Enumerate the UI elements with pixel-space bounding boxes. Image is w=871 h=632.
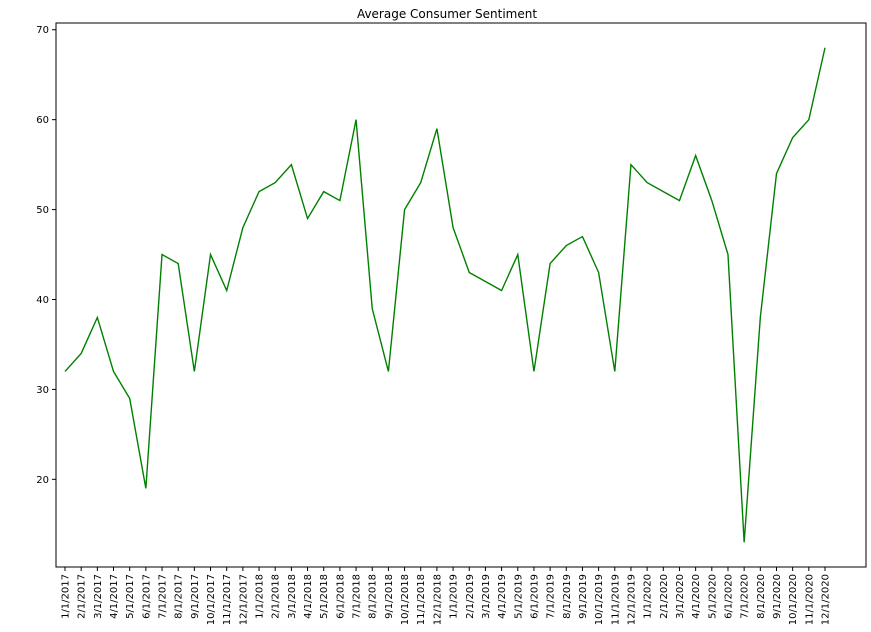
- x-tick-label: 3/1/2019: [481, 574, 492, 619]
- x-tick-label: 5/1/2018: [319, 574, 330, 619]
- series-layer: [64, 47, 826, 543]
- x-tick-label: 2/1/2018: [271, 574, 282, 619]
- x-tick-label: 12/1/2018: [432, 574, 443, 625]
- y-tick-label: 60: [36, 115, 49, 126]
- x-tick-label: 8/1/2020: [756, 574, 767, 619]
- x-tick-label: 10/1/2017: [206, 574, 217, 625]
- x-tick-label: 11/1/2017: [222, 574, 233, 625]
- x-tick-label: 3/1/2017: [93, 574, 104, 619]
- y-tick-label: 20: [36, 475, 49, 486]
- x-tick-label: 5/1/2017: [125, 574, 136, 619]
- x-tick-label: 6/1/2017: [141, 574, 152, 619]
- x-tick-label: 8/1/2019: [562, 574, 573, 619]
- x-tick-label: 11/1/2019: [610, 574, 621, 625]
- x-tick-label: 2/1/2019: [465, 574, 476, 619]
- x-tick-label: 10/1/2019: [594, 574, 605, 625]
- x-tick-label: 1/1/2017: [61, 574, 72, 619]
- x-tick-label: 1/1/2020: [643, 574, 654, 619]
- x-tick-label: 8/1/2018: [368, 574, 379, 619]
- x-tick-label: 3/1/2018: [287, 574, 298, 619]
- x-tick-label: 12/1/2019: [626, 574, 637, 625]
- y-tick-label: 40: [36, 295, 49, 306]
- y-axis: 20 30 40 50 60 70: [36, 25, 56, 486]
- x-tick-label: 11/1/2018: [416, 574, 427, 625]
- plot-area: 20 30 40 50 60 70 1/1/2017 2/1/2017 3/1/2017 4/1…: [36, 22, 867, 625]
- y-tick-label: 30: [36, 385, 49, 396]
- x-tick-label: 10/1/2018: [400, 574, 411, 625]
- x-tick-label: 7/1/2019: [546, 574, 557, 619]
- x-tick-label: 7/1/2018: [352, 574, 363, 619]
- x-tick-label: 6/1/2020: [723, 574, 734, 619]
- x-tick-label: 10/1/2020: [788, 574, 799, 625]
- x-tick-label: 4/1/2020: [691, 574, 702, 619]
- x-tick-label: 1/1/2019: [449, 574, 460, 619]
- x-tick-label: 4/1/2018: [303, 574, 314, 619]
- x-tick-label: 9/1/2018: [384, 574, 395, 619]
- x-tick-label: 11/1/2020: [804, 574, 815, 625]
- x-tick-label: 6/1/2018: [335, 574, 346, 619]
- x-tick-label: 2/1/2020: [659, 574, 670, 619]
- x-tick-label: 8/1/2017: [174, 574, 185, 619]
- x-tick-label: 12/1/2017: [238, 574, 249, 625]
- x-tick-label: 1/1/2018: [255, 574, 266, 619]
- x-tick-label: 2/1/2017: [77, 574, 88, 619]
- x-tick-label: 9/1/2020: [772, 574, 783, 619]
- x-tick-label: 4/1/2017: [109, 574, 120, 619]
- x-tick-label: 9/1/2019: [578, 574, 589, 619]
- y-tick-label: 70: [36, 25, 49, 36]
- x-tick-label: 9/1/2017: [190, 574, 201, 619]
- plot-frame: [55, 22, 867, 568]
- x-tick-label: 5/1/2020: [707, 574, 718, 619]
- chart-title: Average Consumer Sentiment: [357, 7, 537, 21]
- x-tick-label: 3/1/2020: [675, 574, 686, 619]
- x-axis: 1/1/2017 2/1/2017 3/1/2017 4/1/2017 5/1/2017…: [61, 567, 832, 625]
- x-tick-label: 4/1/2019: [497, 574, 508, 619]
- x-tick-label: 6/1/2019: [529, 574, 540, 619]
- y-tick-label: 50: [36, 205, 49, 216]
- x-tick-label: 7/1/2020: [740, 574, 751, 619]
- x-tick-label: 12/1/2020: [821, 574, 832, 625]
- x-tick-label: 5/1/2019: [513, 574, 524, 619]
- series-line: [64, 47, 826, 543]
- x-tick-label: 7/1/2017: [158, 574, 169, 619]
